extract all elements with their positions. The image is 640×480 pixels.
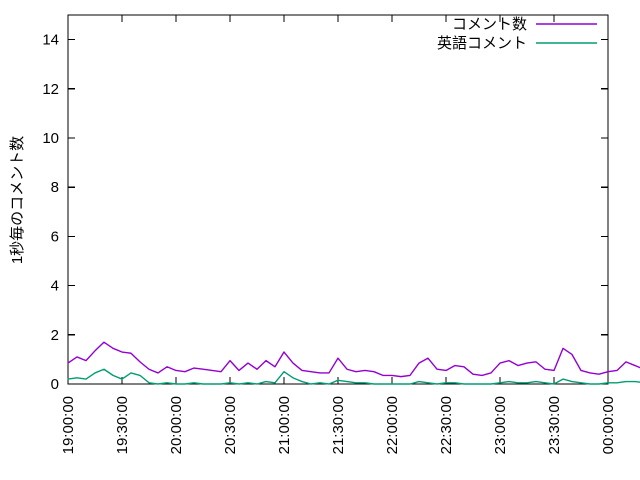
x-tick-label: 23:00:00 [492, 396, 509, 454]
x-tick-label: 20:30:00 [222, 396, 239, 454]
y-tick-label: 4 [51, 278, 59, 295]
series-line-1 [67, 341, 640, 378]
y-tick-label: 6 [51, 228, 59, 245]
x-tick-label: 22:00:00 [384, 396, 401, 454]
series-line-2 [67, 368, 640, 385]
y-axis: 0 2 4 6 8 10 12 14 [42, 32, 608, 393]
y-tick-label: 8 [51, 179, 59, 196]
x-axis: 19:00:00 19:30:00 20:00:00 20:30:00 21:00:00… [60, 15, 617, 454]
legend-label-2: 英語コメント [437, 34, 527, 52]
x-tick-label: 22:30:00 [438, 396, 455, 454]
x-tick-label: 20:00:00 [168, 396, 185, 454]
y-tick-label: 2 [51, 327, 59, 344]
plot-frame [67, 14, 609, 385]
x-tick-label: 00:00:00 [600, 396, 617, 454]
data-series-group [67, 341, 640, 385]
x-tick-label: 21:30:00 [330, 396, 347, 454]
y-tick-label: 0 [51, 376, 59, 393]
plot-border [67, 14, 609, 385]
y-tick-label: 12 [42, 81, 59, 98]
x-tick-label: 19:00:00 [60, 396, 77, 454]
x-tick-label: 19:30:00 [114, 396, 131, 454]
y-tick-label: 10 [42, 130, 59, 147]
x-tick-label: 23:30:00 [546, 396, 563, 454]
y-axis-title: 1秒毎のコメント数 [9, 136, 26, 264]
x-tick-label: 21:00:00 [276, 396, 293, 454]
legend-label-1: コメント数 [452, 16, 527, 33]
y-tick-label: 14 [42, 32, 59, 49]
